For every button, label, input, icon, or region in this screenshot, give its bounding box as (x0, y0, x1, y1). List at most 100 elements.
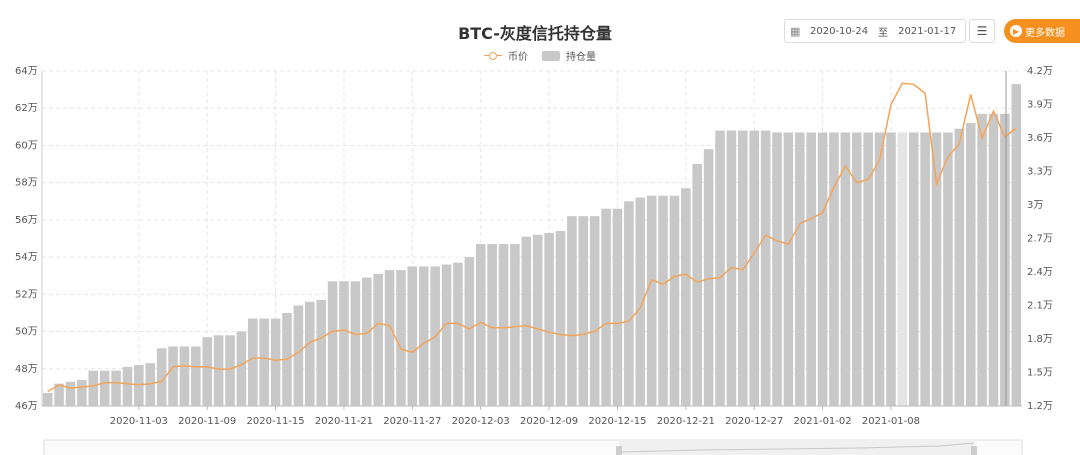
left-tick-label: 52万 (15, 289, 38, 300)
x-tick-label: 2020-12-09 (520, 416, 578, 427)
right-tick-label: 4.2万 (1027, 66, 1053, 77)
zoom-handle-left (616, 446, 622, 455)
left-tick-label: 62万 (15, 103, 38, 114)
holding-bar (601, 208, 611, 406)
holding-bar (99, 370, 110, 406)
x-tick-label: 2020-12-15 (588, 416, 646, 427)
holding-bar (829, 132, 839, 406)
holding-bar (316, 299, 326, 406)
holding-bar (738, 130, 748, 407)
holding-bar (795, 132, 805, 406)
right-y-axis: 1.2万 1.5万 1.8万 2.1万 2.4万 2.7万 3万 3.3万 3.6万 3.9万 4.… (1027, 66, 1053, 412)
right-tick-label: 3万 (1027, 200, 1043, 211)
legend-price-swatch[interactable] (484, 51, 502, 61)
left-tick-label: 60万 (15, 140, 38, 151)
holding-bar (715, 130, 725, 407)
holding-bar (418, 266, 429, 406)
more-data-button[interactable]: ▶ 更多数据 (1004, 19, 1080, 43)
holding-bar (88, 370, 99, 406)
holding-bar (65, 381, 76, 406)
holding-bar (646, 195, 657, 406)
x-tick-label: 2020-11-03 (110, 416, 168, 427)
x-tick-label: 2020-11-21 (315, 416, 373, 427)
holding-bar (1011, 84, 1022, 407)
legend-holding-swatch[interactable] (542, 50, 560, 61)
right-tick-label: 2.1万 (1027, 301, 1053, 312)
right-tick-label: 1.2万 (1027, 401, 1053, 412)
menu-button[interactable]: ☰ (969, 19, 995, 43)
holding-bar (544, 232, 554, 406)
arrow-right-icon: ▶ (1010, 25, 1022, 37)
zoom-handle-right (971, 446, 977, 455)
holding-bar (122, 366, 133, 406)
zoom-preview-line (618, 442, 975, 453)
x-tick-label: 2021-01-02 (794, 416, 852, 427)
holding-bar (305, 301, 315, 406)
x-tick-label: 2020-12-03 (452, 416, 510, 427)
left-tick-label: 48万 (15, 364, 38, 375)
calendar-icon: ▦ (790, 24, 801, 38)
holding-bar (236, 331, 247, 406)
holding-bar (624, 201, 634, 406)
holding-bar (487, 244, 497, 406)
more-data-label: 更多数据 (1025, 27, 1065, 39)
holding-bar (54, 383, 64, 406)
date-to[interactable]: 2021-01-17 (898, 25, 957, 37)
holding-bar (943, 132, 953, 406)
holding-bar (248, 318, 258, 406)
holding-bar (988, 113, 999, 407)
holding-bar (441, 264, 452, 406)
holding-bar (213, 335, 224, 406)
right-tick-label: 2.7万 (1027, 234, 1053, 245)
menu-icon: ☰ (976, 24, 988, 38)
left-tick-label: 50万 (15, 327, 38, 338)
left-tick-label: 56万 (15, 215, 38, 226)
holding-bar (681, 188, 691, 406)
holding-bar (965, 123, 976, 406)
legend-holding-label[interactable]: 持仓量 (566, 52, 596, 63)
grid-lines (42, 70, 1022, 407)
x-tick-label: 2020-11-27 (383, 416, 441, 427)
holding-bar (168, 346, 178, 406)
holding-bar (851, 132, 862, 406)
holding-bar (339, 281, 349, 406)
holding-bar (920, 132, 930, 406)
holding-bar (692, 164, 703, 406)
date-range-picker[interactable]: ▦ 2020-10-24 至 2021-01-17 (784, 19, 966, 43)
legend: 币价 持仓量 (484, 48, 596, 63)
right-tick-label: 3.3万 (1027, 167, 1053, 178)
legend-price-label[interactable]: 币价 (508, 52, 528, 63)
date-from[interactable]: 2020-10-24 (810, 25, 869, 37)
zoom-slider[interactable] (43, 439, 1023, 455)
holding-bar (908, 132, 919, 406)
x-tick-label: 2020-11-15 (247, 416, 305, 427)
zoom-window (619, 440, 974, 455)
holding-bar (475, 244, 486, 406)
holding-bar (498, 244, 509, 406)
holding-bar (863, 132, 873, 406)
holding-bar (977, 113, 987, 407)
holding-bar (635, 197, 646, 406)
holding-bar (772, 132, 782, 406)
right-tick-label: 1.5万 (1027, 368, 1053, 379)
right-tick-label: 1.8万 (1027, 334, 1053, 345)
chart-title: BTC-灰度信托持仓量 (458, 24, 612, 43)
holding-bar (612, 208, 623, 406)
holding-bar (783, 132, 794, 406)
x-tick-label: 2020-12-21 (657, 416, 715, 427)
holding-bar (669, 195, 680, 406)
holding-bar (191, 346, 201, 406)
holding-bar (886, 132, 896, 406)
holding-bar (521, 236, 532, 406)
holding-bar (510, 244, 520, 406)
holding-bar (396, 270, 406, 406)
left-tick-label: 58万 (15, 178, 38, 189)
x-tick-label: 2021-01-08 (862, 416, 920, 427)
holding-bar (760, 130, 771, 407)
holding-bar (578, 216, 589, 406)
right-tick-label: 2.4万 (1027, 267, 1053, 278)
holding-bar (384, 270, 395, 406)
x-tick-label: 2020-11-09 (178, 416, 236, 427)
holding-bar (532, 234, 543, 406)
